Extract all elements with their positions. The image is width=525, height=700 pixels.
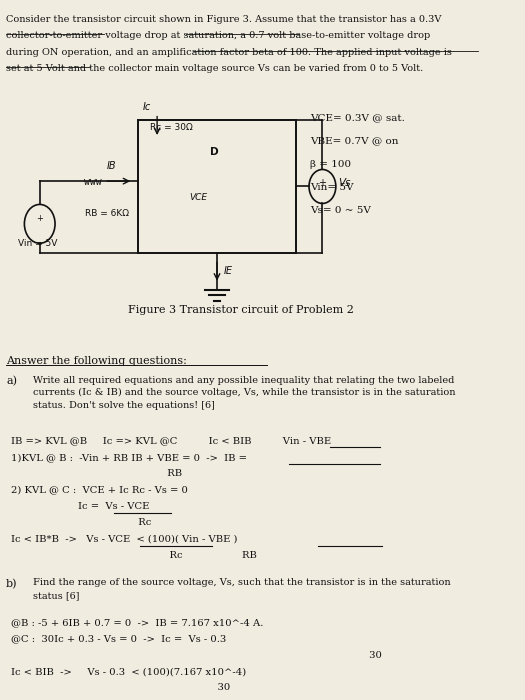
Text: Vs: Vs bbox=[338, 178, 351, 188]
Text: +: + bbox=[36, 214, 43, 223]
Text: 2) KVL @ C :  VCE + Ic Rc - Vs = 0: 2) KVL @ C : VCE + Ic Rc - Vs = 0 bbox=[11, 486, 188, 495]
Text: 1)KVL @ B :  -Vin + RB IB + VBE = 0  ->  IB =: 1)KVL @ B : -Vin + RB IB + VBE = 0 -> IB… bbox=[11, 453, 247, 462]
Text: RB: RB bbox=[11, 469, 182, 478]
Text: β = 100: β = 100 bbox=[310, 160, 352, 169]
Text: @C :  30Ic + 0.3 - Vs = 0  ->  Ic =  Vs - 0.3: @C : 30Ic + 0.3 - Vs = 0 -> Ic = Vs - 0.… bbox=[11, 634, 226, 643]
Text: IB => KVL @B     Ic => KVL @C          Ic < BIB          Vin - VBE: IB => KVL @B Ic => KVL @C Ic < BIB Vin -… bbox=[11, 437, 331, 445]
Text: IB: IB bbox=[107, 162, 117, 172]
Text: b): b) bbox=[6, 578, 18, 589]
Text: VBE= 0.7V @ on: VBE= 0.7V @ on bbox=[310, 136, 399, 146]
Text: Rc: Rc bbox=[107, 519, 151, 527]
Text: set at 5 Volt and the collector main voltage source Vs can be varied from 0 to 5: set at 5 Volt and the collector main vol… bbox=[6, 64, 424, 73]
Text: +: + bbox=[319, 178, 327, 188]
Text: Ic: Ic bbox=[143, 102, 151, 113]
Text: Vin = 5V: Vin = 5V bbox=[18, 239, 57, 248]
Text: Rc                   RB: Rc RB bbox=[107, 551, 257, 560]
Text: Write all required equations and any possible inequality that relating the two l: Write all required equations and any pos… bbox=[33, 376, 455, 410]
Text: Find the range of the source voltage, Vs, such that the transistor is in the sat: Find the range of the source voltage, Vs… bbox=[33, 578, 450, 600]
Text: 30: 30 bbox=[241, 651, 382, 659]
Text: RB = 6KΩ: RB = 6KΩ bbox=[85, 209, 129, 218]
Text: VCE= 0.3V @ sat.: VCE= 0.3V @ sat. bbox=[310, 113, 405, 122]
Text: collector-to-emitter voltage drop at saturation, a 0.7 volt base-to-emitter volt: collector-to-emitter voltage drop at sat… bbox=[6, 31, 430, 40]
Text: www: www bbox=[83, 177, 101, 188]
Text: Vs= 0 ~ 5V: Vs= 0 ~ 5V bbox=[310, 206, 371, 215]
Text: Vin= 5V: Vin= 5V bbox=[310, 183, 354, 192]
Text: Ic < IB*B  ->   Vs - VCE  < (100)( Vin - VBE ): Ic < IB*B -> Vs - VCE < (100)( Vin - VBE… bbox=[11, 535, 237, 544]
Text: a): a) bbox=[6, 376, 17, 386]
Text: Ic =  Vs - VCE: Ic = Vs - VCE bbox=[78, 502, 150, 511]
Text: D: D bbox=[209, 147, 218, 157]
Text: 30: 30 bbox=[155, 683, 230, 692]
Text: during ON operation, and an amplification factor beta of 100. The applied input : during ON operation, and an amplificatio… bbox=[6, 48, 452, 57]
Text: VCE: VCE bbox=[189, 193, 207, 202]
Text: @B : -5 + 6IB + 0.7 = 0  ->  IB = 7.167 x10^-4 A.: @B : -5 + 6IB + 0.7 = 0 -> IB = 7.167 x1… bbox=[11, 618, 264, 627]
Text: Answer the following questions:: Answer the following questions: bbox=[6, 356, 187, 366]
Text: Consider the transistor circuit shown in Figure 3. Assume that the transistor ha: Consider the transistor circuit shown in… bbox=[6, 15, 442, 24]
Text: Ic < BIB  ->     Vs - 0.3  < (100)(7.167 x10^-4): Ic < BIB -> Vs - 0.3 < (100)(7.167 x10^-… bbox=[11, 667, 246, 676]
Text: Rc = 30Ω: Rc = 30Ω bbox=[150, 122, 193, 132]
Text: Figure 3 Transistor circuit of Problem 2: Figure 3 Transistor circuit of Problem 2 bbox=[128, 304, 354, 315]
Text: IE: IE bbox=[224, 267, 233, 276]
